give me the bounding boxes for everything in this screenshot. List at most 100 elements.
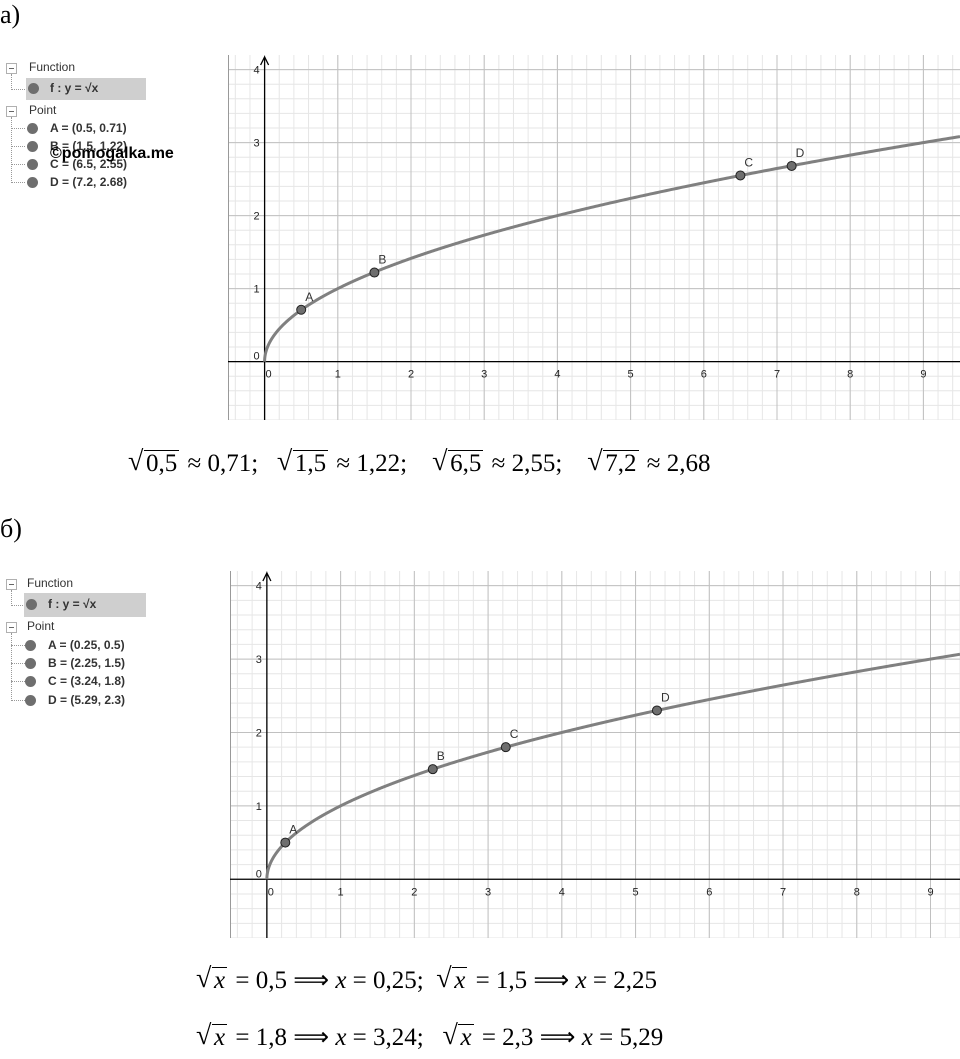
sqrt-expression: √ x [196,1020,228,1051]
graph-view-a[interactable]: 0 1 2 3 4 5 6 7 8 9 0 1 2 3 4 A B C D [228,55,960,420]
tree-line [11,89,25,90]
point-a [296,304,307,315]
collapse-function-icon[interactable] [6,579,17,590]
formula-b-line-2: √ x = 1,8 ⟹ x = 3,24; √ x = 2,3 ⟹ x = 5,29 [196,1020,664,1051]
x-tick-label: 9 [927,886,933,898]
x-tick-label: 7 [774,369,780,381]
x-tick-label: 6 [701,369,707,381]
point-label: B [437,749,445,763]
visibility-dot-icon[interactable] [26,599,37,610]
tree-line [11,633,12,701]
point-d [786,160,797,171]
point-b [427,764,438,775]
y-tick-label: 3 [253,138,259,150]
x-tick-label: 6 [706,886,712,898]
y-tick-label: 3 [256,654,262,666]
point-dot-icon[interactable] [27,177,38,188]
function-item[interactable] [26,78,146,100]
x-tick-label: 4 [554,369,560,381]
y-tick-label: 1 [253,284,259,296]
tree-line [11,117,12,183]
point-header: Point [29,103,57,117]
point-a [280,837,291,848]
point-item-d[interactable]: D = (7.2, 2.68) [50,175,128,189]
part-a-label: а) [0,0,21,29]
collapse-function-icon[interactable] [6,63,17,74]
point-dot-icon[interactable] [27,123,38,134]
formula-a: √ 0,5 ≈ 0,71; √ 1,5 ≈ 1,22; √ 6,5 ≈ 2,55; √… [128,446,711,477]
collapse-point-icon[interactable] [6,622,17,633]
algebra-panel-b: Function f : y = √x Point A = (0.25, 0.5… [0,574,225,714]
sqrt-expression: √ 1,5 [276,446,329,477]
function-header: Function [29,60,76,74]
sqrt-expression: √ 7,2 [587,446,639,477]
point-dot-icon[interactable] [25,640,36,651]
point-label: D [661,690,670,704]
y-axis-arrow [260,55,270,66]
point-item-b[interactable]: B = (1.5, 1.22) [50,139,128,153]
point-item-c[interactable]: C = (6.5, 2.55) [50,157,128,171]
tree-line [11,681,25,682]
y-tick-label: 2 [253,211,259,223]
y-axis-arrow [262,571,272,582]
point-item-b[interactable]: B = (2.25, 1.5) [48,656,126,670]
x-tick-label: 7 [780,886,786,898]
function-curve [263,135,960,362]
point-header: Point [27,619,55,633]
y-tick-label: 0 [256,868,262,880]
function-label: f : y = √x [50,81,99,95]
x-tick-label: 8 [854,886,860,898]
algebra-panel-a: Function f : y = √x Point A = (0.5, 0.71… [0,58,225,198]
point-label: B [378,253,386,267]
tree-line [11,164,25,165]
x-tick-label: 3 [481,369,487,381]
point-item-c[interactable]: C = (3.24, 1.8) [48,674,126,688]
x-tick-label: 1 [338,886,344,898]
x-tick-label: 0 [268,886,274,898]
point-d [651,705,662,716]
point-dot-icon[interactable] [25,676,36,687]
point-dot-icon[interactable] [25,658,36,669]
tree-line [11,128,25,129]
sqrt-expression: √ x [436,963,468,994]
tree-line [11,663,25,664]
point-dot-icon[interactable] [25,695,36,706]
x-tick-label: 2 [411,886,417,898]
y-tick-label: 2 [256,727,262,739]
sqrt-expression: √ 6,5 [432,446,484,477]
sqrt-expression: √ x [442,1020,474,1051]
y-tick-label: 4 [256,581,262,593]
point-item-a[interactable]: A = (0.25, 0.5) [48,638,125,652]
watermark: ©pomogalka.me [50,145,174,162]
collapse-point-icon[interactable] [6,106,17,117]
point-item-d[interactable]: D = (5.29, 2.3) [48,693,126,707]
tree-line [11,146,25,147]
point-dot-icon[interactable] [27,159,38,170]
point-item-a[interactable]: A = (0.5, 0.71) [50,121,127,135]
visibility-dot-icon[interactable] [28,83,39,94]
tree-line [11,605,25,606]
x-tick-label: 5 [628,369,634,381]
point-label: C [510,727,519,741]
tree-line [11,700,25,701]
point-c [735,170,746,181]
point-c [500,742,511,753]
function-item[interactable] [24,593,146,617]
x-tick-label: 8 [847,369,853,381]
x-tick-label: 1 [335,369,341,381]
tree-line [11,645,25,646]
point-label: A [305,290,313,304]
graph-view-b[interactable]: 0 1 2 3 4 5 6 7 8 9 0 1 2 3 4 A B C D [230,571,960,938]
point-b [369,267,380,278]
sqrt-expression: √ x [196,963,228,994]
y-tick-label: 1 [256,801,262,813]
y-tick-label: 0 [253,351,259,363]
function-label: f : y = √x [48,597,97,611]
x-tick-label: 5 [632,886,638,898]
point-dot-icon[interactable] [27,141,38,152]
formula-b-line-1: √ x = 0,5 ⟹ x = 0,25; √ x = 1,5 ⟹ x = 2,25 [196,963,657,994]
part-b-label: б) [0,514,22,543]
sqrt-expression: √ 0,5 [128,446,180,477]
point-label: A [289,823,297,837]
x-tick-label: 9 [920,369,926,381]
